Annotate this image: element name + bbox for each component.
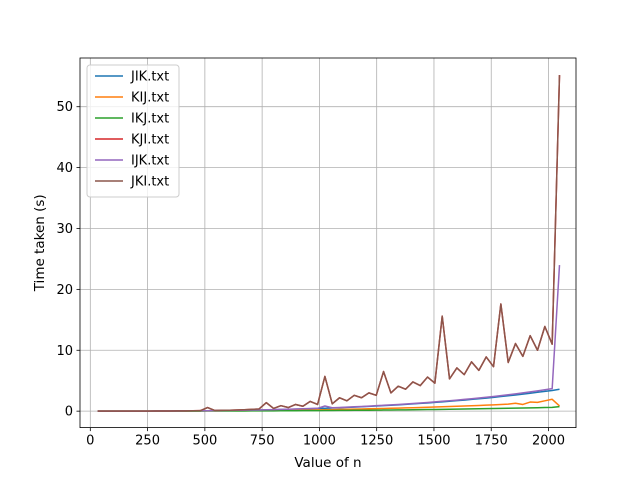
legend-label: IKJ.txt	[131, 112, 169, 127]
y-tick-label: 0	[65, 405, 73, 420]
series-line-jki	[97, 75, 561, 412]
x-tick-label: 1750	[475, 434, 508, 449]
x-axis-label: Value of n	[294, 455, 361, 471]
legend-label: KIJ.txt	[131, 91, 169, 106]
grid	[80, 58, 576, 428]
x-tick-label: 1000	[303, 434, 336, 449]
x-tick-label: 1500	[417, 434, 450, 449]
x-axis-ticks: 0 250 500 750 1000 1250 1500 1750 2000	[86, 427, 565, 449]
legend-box	[86, 64, 180, 198]
x-tick-label: 2000	[532, 434, 565, 449]
y-axis-ticks: 0 10 20 30 40 50	[56, 100, 80, 420]
x-tick-label: 1250	[360, 434, 393, 449]
legend-label: IJK.txt	[131, 154, 169, 169]
y-tick-label: 40	[56, 161, 73, 176]
x-tick-label: 750	[250, 434, 275, 449]
y-tick-label: 50	[56, 100, 73, 115]
y-tick-label: 10	[56, 344, 73, 359]
legend: JIK.txt KIJ.txt IKJ.txt KJI.txt IJK.txt JKI.t…	[86, 64, 180, 198]
x-tick-label: 250	[135, 434, 160, 449]
legend-label: JIK.txt	[130, 70, 169, 85]
x-tick-label: 0	[86, 434, 94, 449]
y-tick-label: 30	[56, 222, 73, 237]
legend-label: JKI.txt	[130, 175, 169, 190]
legend-label: KJI.txt	[131, 133, 169, 148]
y-axis-label: Time taken (s)	[32, 194, 48, 292]
plot-frame	[79, 57, 577, 429]
series-lines	[97, 75, 561, 412]
y-tick-label: 20	[56, 283, 73, 298]
x-tick-label: 500	[192, 434, 217, 449]
